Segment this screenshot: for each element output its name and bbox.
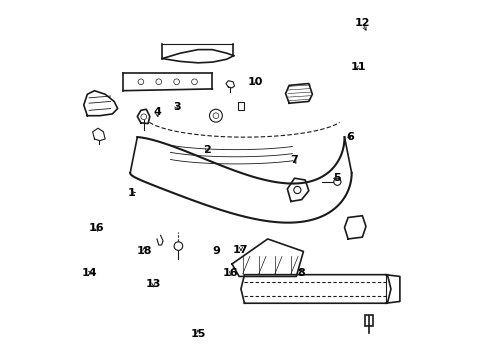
Text: 12: 12 bbox=[354, 18, 369, 28]
Text: 2: 2 bbox=[203, 145, 210, 155]
Text: 5: 5 bbox=[333, 173, 341, 183]
Text: 7: 7 bbox=[290, 156, 298, 165]
Text: 17: 17 bbox=[233, 245, 248, 255]
Text: 10: 10 bbox=[247, 77, 263, 87]
Text: 3: 3 bbox=[172, 102, 180, 112]
Circle shape bbox=[191, 79, 197, 85]
Text: 18: 18 bbox=[137, 247, 152, 256]
Bar bbox=[238, 103, 244, 111]
Text: 8: 8 bbox=[297, 268, 305, 278]
Text: 16: 16 bbox=[223, 268, 238, 278]
Circle shape bbox=[209, 109, 222, 122]
Circle shape bbox=[156, 79, 162, 85]
Circle shape bbox=[173, 79, 179, 85]
Text: 16: 16 bbox=[88, 223, 104, 233]
Text: 4: 4 bbox=[153, 107, 161, 117]
Text: 1: 1 bbox=[128, 188, 136, 198]
Circle shape bbox=[213, 113, 218, 118]
Circle shape bbox=[333, 178, 340, 185]
Circle shape bbox=[138, 79, 143, 85]
Bar bbox=[364, 315, 372, 327]
Text: 15: 15 bbox=[190, 329, 205, 339]
Text: 6: 6 bbox=[345, 132, 353, 142]
Text: 14: 14 bbox=[81, 268, 97, 278]
Text: 11: 11 bbox=[350, 63, 366, 72]
Circle shape bbox=[293, 186, 300, 194]
Circle shape bbox=[141, 114, 146, 120]
Circle shape bbox=[174, 242, 183, 250]
Text: 9: 9 bbox=[212, 247, 220, 256]
Text: 13: 13 bbox=[145, 279, 161, 289]
